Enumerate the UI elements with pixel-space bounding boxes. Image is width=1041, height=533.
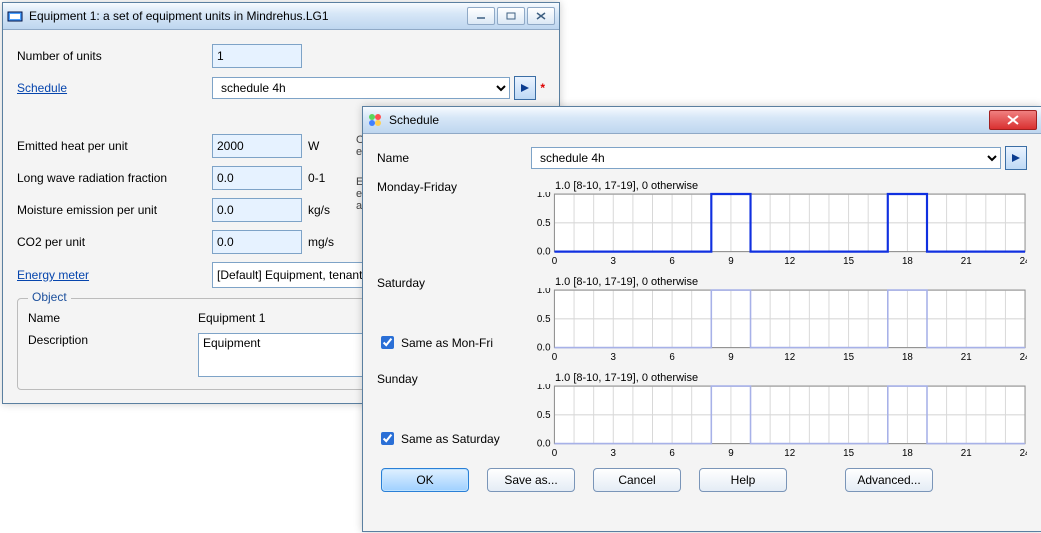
svg-text:6: 6 bbox=[669, 352, 675, 363]
svg-text:9: 9 bbox=[728, 448, 734, 459]
same-mon-fri-label: Same as Mon-Fri bbox=[401, 336, 493, 350]
sat-caption: 1.0 [8-10, 17-19], 0 otherwise bbox=[527, 276, 1027, 288]
svg-text:9: 9 bbox=[728, 256, 734, 267]
svg-text:12: 12 bbox=[784, 256, 795, 267]
moisture-label: Moisture emission per unit bbox=[17, 203, 212, 217]
svg-text:24: 24 bbox=[1020, 352, 1027, 363]
energy-meter-link[interactable]: Energy meter bbox=[17, 268, 212, 282]
co2-label: CO2 per unit bbox=[17, 235, 212, 249]
object-name-label: Name bbox=[28, 311, 198, 325]
schedule-title: Schedule bbox=[389, 113, 989, 127]
same-sat-checkbox[interactable]: Same as Saturday bbox=[377, 429, 527, 448]
svg-text:3: 3 bbox=[611, 256, 617, 267]
emitted-heat-input[interactable] bbox=[212, 134, 302, 158]
cancel-button[interactable]: Cancel bbox=[593, 468, 681, 492]
long-wave-label: Long wave radiation fraction bbox=[17, 171, 212, 185]
schedule-icon bbox=[367, 112, 383, 128]
svg-text:0.5: 0.5 bbox=[537, 314, 551, 325]
svg-text:18: 18 bbox=[902, 448, 913, 459]
schedule-open-button[interactable] bbox=[514, 76, 536, 100]
sun-caption: 1.0 [8-10, 17-19], 0 otherwise bbox=[527, 372, 1027, 384]
moisture-input[interactable] bbox=[212, 198, 302, 222]
arrow-right-icon bbox=[520, 83, 530, 93]
schedule-name-label: Name bbox=[377, 151, 527, 165]
same-sat-label: Same as Saturday bbox=[401, 432, 500, 446]
number-of-units-input[interactable] bbox=[212, 44, 302, 68]
emitted-heat-unit: W bbox=[302, 139, 352, 153]
svg-text:3: 3 bbox=[611, 448, 617, 459]
sat-block: Saturday Same as Mon-Fri 1.0 [8-10, 17-1… bbox=[377, 276, 1027, 364]
sat-label: Saturday bbox=[377, 276, 527, 290]
equipment-titlebar[interactable]: Equipment 1: a set of equipment units in… bbox=[3, 3, 559, 30]
svg-text:24: 24 bbox=[1020, 256, 1027, 267]
emitted-heat-label: Emitted heat per unit bbox=[17, 139, 212, 153]
svg-text:15: 15 bbox=[843, 448, 854, 459]
required-marker: * bbox=[540, 81, 545, 95]
svg-text:0.0: 0.0 bbox=[537, 342, 551, 353]
maximize-button[interactable] bbox=[497, 7, 525, 25]
same-sat-input[interactable] bbox=[381, 432, 394, 445]
schedule-name-open-button[interactable] bbox=[1005, 146, 1027, 170]
svg-text:0.5: 0.5 bbox=[537, 410, 551, 421]
sun-block: Sunday Same as Saturday 1.0 [8-10, 17-19… bbox=[377, 372, 1027, 460]
equipment-title: Equipment 1: a set of equipment units in… bbox=[29, 9, 467, 23]
svg-text:15: 15 bbox=[843, 256, 854, 267]
arrow-right-icon bbox=[1011, 153, 1021, 163]
long-wave-input[interactable] bbox=[212, 166, 302, 190]
same-mon-fri-checkbox[interactable]: Same as Mon-Fri bbox=[377, 333, 527, 352]
svg-text:0.5: 0.5 bbox=[537, 218, 551, 229]
save-as-button[interactable]: Save as... bbox=[487, 468, 575, 492]
description-label: Description bbox=[28, 333, 198, 347]
sun-chart[interactable]: 0.0 0.5 1.0 0 3 6 9 12 15 18 21 24 bbox=[527, 384, 1027, 460]
svg-text:0: 0 bbox=[552, 448, 558, 459]
schedule-titlebar[interactable]: Schedule bbox=[363, 107, 1041, 134]
svg-text:0.0: 0.0 bbox=[537, 246, 551, 257]
number-of-units-label: Number of units bbox=[17, 49, 212, 63]
help-button[interactable]: Help bbox=[699, 468, 787, 492]
close-icon bbox=[1007, 115, 1019, 125]
svg-text:15: 15 bbox=[843, 352, 854, 363]
svg-text:0: 0 bbox=[552, 256, 558, 267]
schedule-name-select[interactable]: schedule 4h bbox=[531, 147, 1001, 169]
same-mon-fri-input[interactable] bbox=[381, 336, 394, 349]
advanced-button[interactable]: Advanced... bbox=[845, 468, 933, 492]
svg-text:1.0: 1.0 bbox=[537, 384, 551, 392]
schedule-select[interactable]: schedule 4h bbox=[212, 77, 510, 99]
sat-chart[interactable]: 0.0 0.5 1.0 0 3 6 9 12 15 18 21 24 bbox=[527, 288, 1027, 364]
svg-text:18: 18 bbox=[902, 352, 913, 363]
svg-text:0: 0 bbox=[552, 352, 558, 363]
app-icon bbox=[7, 8, 23, 24]
schedule-link-label[interactable]: Schedule bbox=[17, 81, 212, 95]
mon-fri-label: Monday-Friday bbox=[377, 180, 527, 194]
svg-text:6: 6 bbox=[669, 256, 675, 267]
close-button[interactable] bbox=[989, 110, 1037, 130]
moisture-unit: kg/s bbox=[302, 203, 352, 217]
minimize-button[interactable] bbox=[467, 7, 495, 25]
svg-text:3: 3 bbox=[611, 352, 617, 363]
svg-text:1.0: 1.0 bbox=[537, 192, 551, 200]
mon-fri-chart[interactable]: 0.0 0.5 1.0 0 3 6 9 12 15 18 21 24 bbox=[527, 192, 1027, 268]
svg-text:21: 21 bbox=[961, 352, 972, 363]
svg-text:6: 6 bbox=[669, 448, 675, 459]
object-group-title: Object bbox=[28, 290, 71, 304]
mon-fri-block: Monday-Friday 1.0 [8-10, 17-19], 0 other… bbox=[377, 180, 1027, 268]
svg-text:12: 12 bbox=[784, 448, 795, 459]
svg-text:12: 12 bbox=[784, 352, 795, 363]
sun-label: Sunday bbox=[377, 372, 527, 386]
svg-text:0.0: 0.0 bbox=[537, 438, 551, 449]
co2-unit: mg/s bbox=[302, 235, 352, 249]
svg-text:9: 9 bbox=[728, 352, 734, 363]
svg-text:21: 21 bbox=[961, 448, 972, 459]
svg-text:1.0: 1.0 bbox=[537, 288, 551, 296]
schedule-window: Schedule Name schedule 4h Monday-Friday … bbox=[362, 106, 1041, 532]
svg-text:24: 24 bbox=[1020, 448, 1027, 459]
long-wave-unit: 0-1 bbox=[302, 171, 352, 185]
ok-button[interactable]: OK bbox=[381, 468, 469, 492]
svg-text:18: 18 bbox=[902, 256, 913, 267]
close-button[interactable] bbox=[527, 7, 555, 25]
mon-fri-caption: 1.0 [8-10, 17-19], 0 otherwise bbox=[527, 180, 1027, 192]
svg-text:21: 21 bbox=[961, 256, 972, 267]
co2-input[interactable] bbox=[212, 230, 302, 254]
